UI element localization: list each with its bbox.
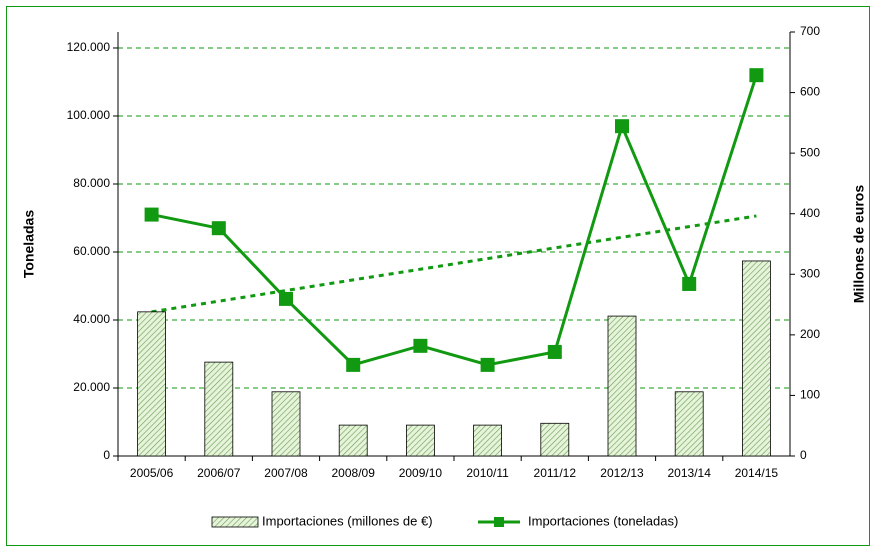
y-tick-label: 100.000 xyxy=(67,108,111,122)
legend-swatch xyxy=(211,516,259,528)
y2-tick-label: 300 xyxy=(800,266,820,280)
y-tick-label: 80.000 xyxy=(73,176,110,190)
marker xyxy=(749,68,764,83)
y2-tick-label: 600 xyxy=(800,85,820,99)
marker xyxy=(144,207,159,222)
y-tick-label: 60.000 xyxy=(73,244,110,258)
bar xyxy=(674,391,704,457)
marker xyxy=(413,338,428,353)
bar xyxy=(137,311,167,457)
trendline xyxy=(151,214,757,314)
y2-tick-label: 100 xyxy=(800,388,820,402)
x-tick-label: 2012/13 xyxy=(600,466,644,480)
y2-tick-label: 0 xyxy=(800,448,807,462)
y2-tick-label: 400 xyxy=(800,206,820,220)
y-tick-label: 0 xyxy=(103,448,110,462)
line xyxy=(151,74,758,367)
marker xyxy=(211,221,226,236)
marker xyxy=(480,357,495,372)
legend-label: Importaciones (toneladas) xyxy=(528,513,678,528)
bar xyxy=(204,361,234,457)
x-tick-label: 2011/12 xyxy=(534,466,577,480)
legend-label: Importaciones (millones de €) xyxy=(262,513,433,528)
legend-swatch xyxy=(494,517,504,527)
marker xyxy=(346,357,361,372)
y-tick-label: 20.000 xyxy=(73,380,110,394)
marker xyxy=(615,119,629,134)
y-tick-label: 120.000 xyxy=(67,40,111,54)
y2-tick-label: 200 xyxy=(800,327,820,341)
x-tick-label: 2008/09 xyxy=(332,466,376,480)
x-tick-label: 2010/11 xyxy=(466,466,509,480)
y-tick-label: 40.000 xyxy=(73,312,110,326)
x-tick-label: 2014/15 xyxy=(735,466,779,480)
x-tick-label: 2007/08 xyxy=(264,466,308,480)
bar xyxy=(540,422,570,457)
x-tick-label: 2006/07 xyxy=(197,466,241,480)
marker xyxy=(547,344,562,359)
y2-axis-title: Millones de euros xyxy=(851,185,867,303)
marker xyxy=(279,291,293,306)
chart-border xyxy=(6,6,870,546)
bar xyxy=(607,315,637,457)
y2-tick-label: 700 xyxy=(800,24,820,38)
y-axis-title: Toneladas xyxy=(21,210,37,278)
bar xyxy=(405,424,435,457)
bar xyxy=(473,424,503,457)
y2-tick-label: 500 xyxy=(800,145,820,159)
x-tick-label: 2009/10 xyxy=(399,466,443,480)
marker xyxy=(682,276,697,291)
bar xyxy=(742,260,771,457)
bar xyxy=(271,391,301,457)
x-tick-label: 2005/06 xyxy=(130,466,174,480)
bar xyxy=(338,424,368,457)
x-tick-label: 2013/14 xyxy=(668,466,712,480)
